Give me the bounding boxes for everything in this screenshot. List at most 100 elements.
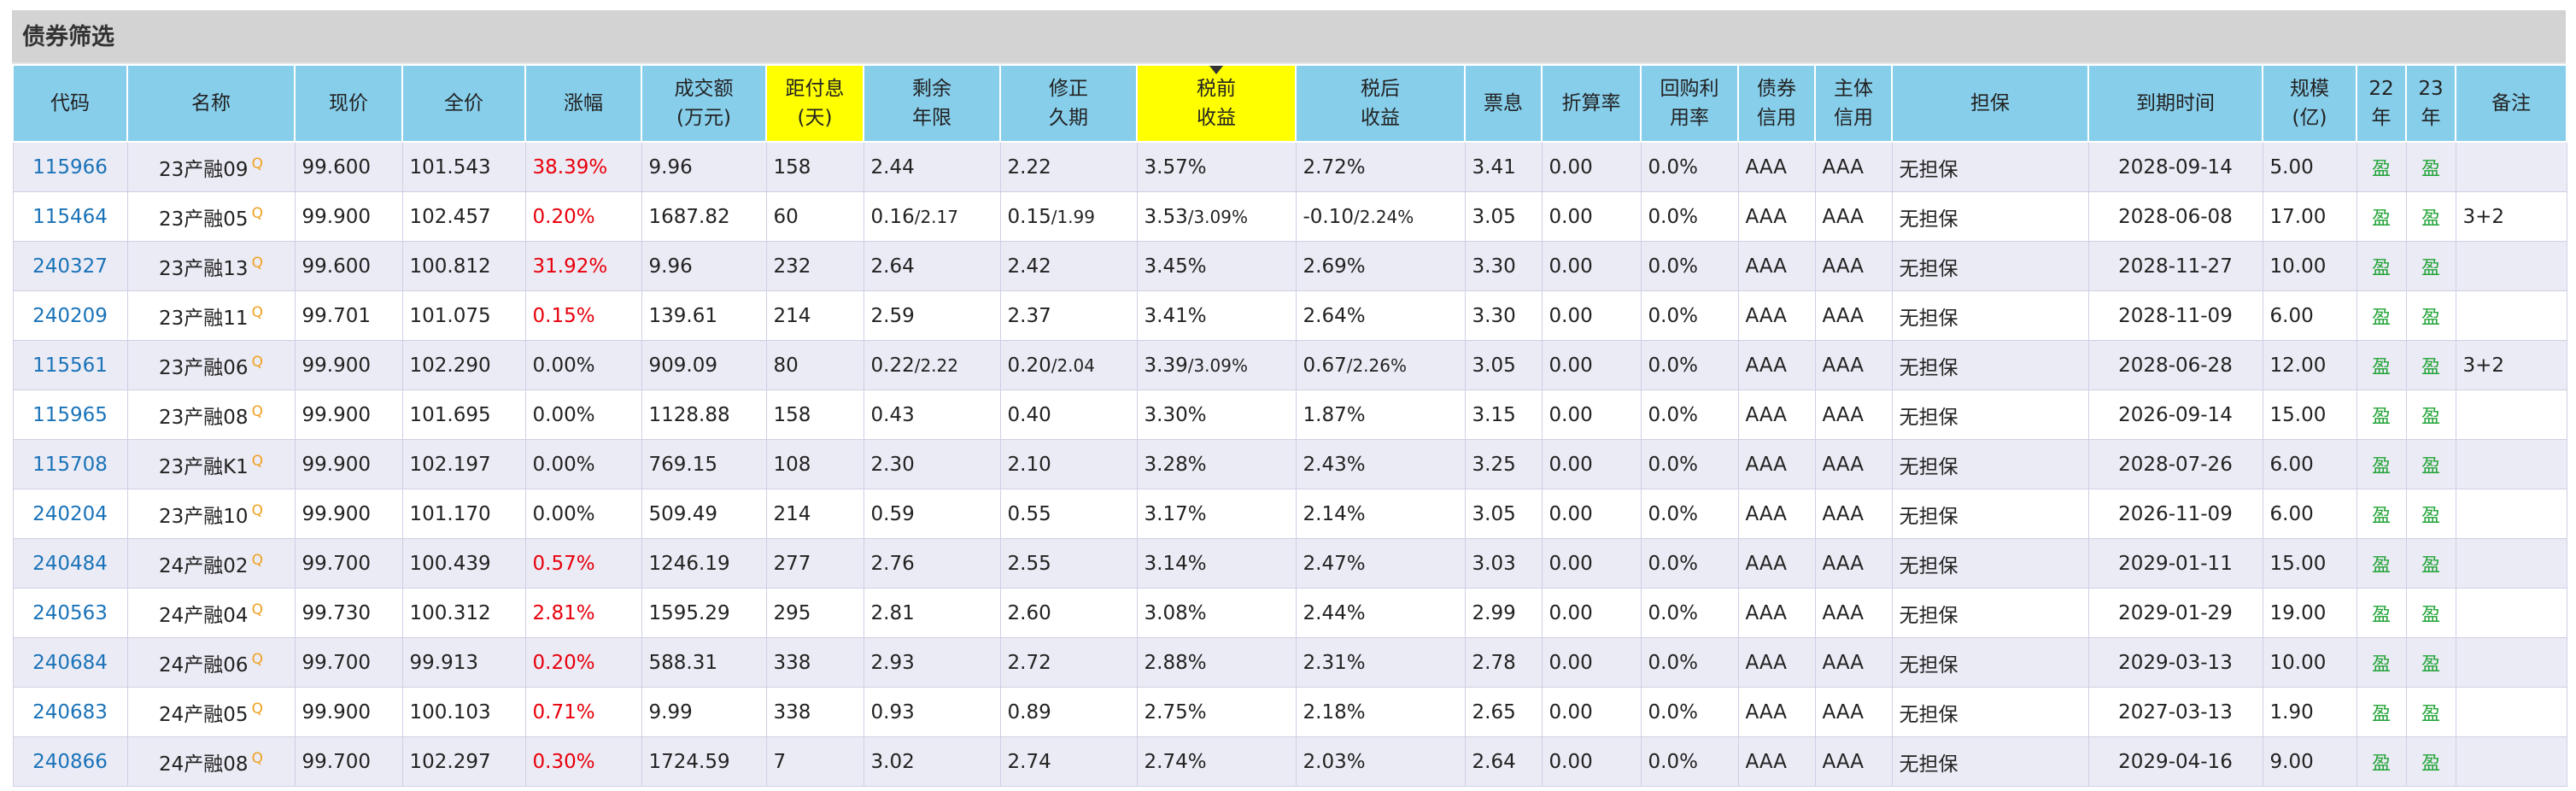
profit-22-cell[interactable]: 盈 (2356, 538, 2407, 589)
table-row[interactable]: 240484 24产融02 Q 99.700 100.439 0.57% 1246.19 27… (12, 538, 2567, 589)
column-header-0[interactable]: 代码 (12, 64, 128, 143)
q-link-icon[interactable]: Q (251, 551, 263, 569)
remaining-years: 2.30 (870, 453, 915, 476)
column-header-15[interactable]: 主体 信用 (1814, 64, 1893, 143)
q-link-icon[interactable]: Q (251, 402, 263, 420)
column-header-8[interactable]: 修正 久期 (999, 64, 1138, 143)
column-header-6[interactable]: 距付息 (天) (765, 64, 864, 143)
q-link-icon[interactable]: Q (251, 155, 263, 173)
column-header-9[interactable]: 税前 收益 (1136, 64, 1297, 143)
modified-duration-cell: 0.40 (999, 390, 1138, 440)
column-header-14[interactable]: 债券 信用 (1737, 64, 1816, 143)
profit-22-cell[interactable]: 盈 (2356, 191, 2407, 242)
repo-usage-cell: 0.0% (1640, 141, 1739, 192)
bond-code-link[interactable]: 115708 (32, 453, 108, 476)
column-header-label: 担保 (1970, 92, 2010, 114)
column-header-4[interactable]: 涨幅 (524, 64, 642, 143)
aftertax-yield: 2.47% (1303, 552, 1366, 575)
column-header-12[interactable]: 折算率 (1541, 64, 1642, 143)
column-header-17[interactable]: 到期时间 (2087, 64, 2263, 143)
table-row[interactable]: 240204 23产融10 Q 99.900 101.170 0.00% 509.49 214… (12, 489, 2567, 539)
table-row[interactable]: 115965 23产融08 Q 99.900 101.695 0.00% 1128.88 15… (12, 390, 2567, 440)
coupon-cell: 3.05 (1464, 340, 1543, 390)
profit-22-cell[interactable]: 盈 (2356, 141, 2407, 192)
table-row[interactable]: 240684 24产融06 Q 99.700 99.913 0.20% 588.31 338 2… (12, 637, 2567, 688)
profit-23-cell[interactable]: 盈 (2405, 637, 2456, 688)
bond-code-link[interactable]: 115464 (32, 205, 108, 228)
profit-22-cell[interactable]: 盈 (2356, 390, 2407, 440)
column-header-13[interactable]: 回购利 用率 (1640, 64, 1739, 143)
profit-22-cell[interactable]: 盈 (2356, 290, 2407, 341)
q-link-icon[interactable]: Q (251, 303, 263, 321)
bond-code-link[interactable]: 240484 (32, 552, 108, 575)
profit-23-cell[interactable]: 盈 (2405, 390, 2456, 440)
profit-22-cell[interactable]: 盈 (2356, 241, 2407, 291)
profit-22-cell[interactable]: 盈 (2356, 637, 2407, 688)
bond-code-link[interactable]: 240684 (32, 651, 108, 674)
bond-code-link[interactable]: 240204 (32, 502, 108, 525)
bond-code-link[interactable]: 240563 (32, 601, 108, 624)
q-link-icon[interactable]: Q (251, 700, 263, 718)
q-link-icon[interactable]: Q (251, 650, 263, 668)
column-header-7[interactable]: 剩余 年限 (863, 64, 1001, 143)
column-header-2[interactable]: 现价 (294, 64, 403, 143)
bond-code-link[interactable]: 115965 (32, 403, 108, 426)
maturity-date-cell: 2028-11-09 (2087, 290, 2263, 341)
q-link-icon[interactable]: Q (251, 452, 264, 470)
bond-code-link[interactable]: 240683 (32, 700, 108, 724)
table-row[interactable]: 115464 23产融05 Q 99.900 102.457 0.20% 1687.82 60… (12, 191, 2567, 242)
table-row[interactable]: 240563 24产融04 Q 99.730 100.312 2.81% 1595.29 29… (12, 588, 2567, 638)
column-header-5[interactable]: 成交额 (万元) (641, 64, 767, 143)
profit-22-cell[interactable]: 盈 (2356, 687, 2407, 737)
table-row[interactable]: 240866 24产融08 Q 99.700 102.297 0.30% 1724.59 7 3… (12, 736, 2567, 787)
q-link-icon[interactable]: Q (251, 254, 263, 272)
profit-22-cell[interactable]: 盈 (2356, 340, 2407, 390)
q-link-icon[interactable]: Q (251, 353, 263, 371)
column-header-11[interactable]: 票息 (1464, 64, 1543, 143)
table-row[interactable]: 115708 23产融K1 Q 99.900 102.197 0.00% 769.15 108… (12, 439, 2567, 489)
profit-23-cell[interactable]: 盈 (2405, 687, 2456, 737)
q-link-icon[interactable]: Q (251, 204, 263, 222)
profit-23-cell[interactable]: 盈 (2405, 340, 2456, 390)
profit-23-cell[interactable]: 盈 (2405, 489, 2456, 539)
bond-code-link[interactable]: 240327 (32, 255, 108, 278)
profit-23-cell[interactable]: 盈 (2405, 141, 2456, 192)
profit-23-cell[interactable]: 盈 (2405, 736, 2456, 787)
table-row[interactable]: 115561 23产融06 Q 99.900 102.290 0.00% 909.09 80 0… (12, 340, 2567, 390)
bond-screener-panel: 债券筛选 代码 名称 现价 全价 涨幅 成交额 (万元) 距付息 (天) 剩余 年限 修正 久期 税前 收益… (12, 10, 2567, 787)
profit-22-cell[interactable]: 盈 (2356, 736, 2407, 787)
bond-code-link[interactable]: 240866 (32, 750, 108, 773)
column-header-3[interactable]: 全价 (401, 64, 526, 143)
table-row[interactable]: 240683 24产融05 Q 99.900 100.103 0.71% 9.99 338 0.… (12, 687, 2567, 737)
profit-23-cell[interactable]: 盈 (2405, 241, 2456, 291)
profit-23-cell[interactable]: 盈 (2405, 588, 2456, 638)
column-header-19[interactable]: 22 年 (2356, 64, 2407, 143)
column-header-10[interactable]: 税后 收益 (1295, 64, 1466, 143)
column-header-21[interactable]: 备注 (2455, 64, 2567, 143)
profit-23-cell[interactable]: 盈 (2405, 191, 2456, 242)
bond-code-link[interactable]: 115561 (32, 354, 108, 377)
bond-name: 24产融08 (159, 753, 249, 776)
column-header-18[interactable]: 规模 (亿) (2262, 64, 2357, 143)
maturity-date-cell: 2029-01-11 (2087, 538, 2263, 589)
column-header-16[interactable]: 担保 (1891, 64, 2089, 143)
column-header-20[interactable]: 23 年 (2405, 64, 2456, 143)
profit-22-cell[interactable]: 盈 (2356, 489, 2407, 539)
profit-23-cell[interactable]: 盈 (2405, 538, 2456, 589)
profit-22-cell[interactable]: 盈 (2356, 439, 2407, 489)
profit-22-cell[interactable]: 盈 (2356, 588, 2407, 638)
note-cell (2455, 588, 2567, 638)
table-row[interactable]: 240209 23产融11 Q 99.701 101.075 0.15% 139.61 214… (12, 290, 2567, 341)
full-price-cell: 99.913 (401, 637, 526, 688)
change-cell: 38.39% (524, 141, 642, 192)
column-header-1[interactable]: 名称 (126, 64, 296, 143)
q-link-icon[interactable]: Q (251, 501, 263, 519)
profit-23-cell[interactable]: 盈 (2405, 439, 2456, 489)
q-link-icon[interactable]: Q (251, 601, 263, 618)
q-link-icon[interactable]: Q (251, 749, 263, 767)
table-row[interactable]: 240327 23产融13 Q 99.600 100.812 31.92% 9.96 232 2… (12, 241, 2567, 291)
profit-23-cell[interactable]: 盈 (2405, 290, 2456, 341)
bond-code-link[interactable]: 115966 (32, 155, 108, 179)
table-row[interactable]: 115966 23产融09 Q 99.600 101.543 38.39% 9.96 158 2… (12, 141, 2567, 192)
bond-code-link[interactable]: 240209 (32, 304, 108, 327)
